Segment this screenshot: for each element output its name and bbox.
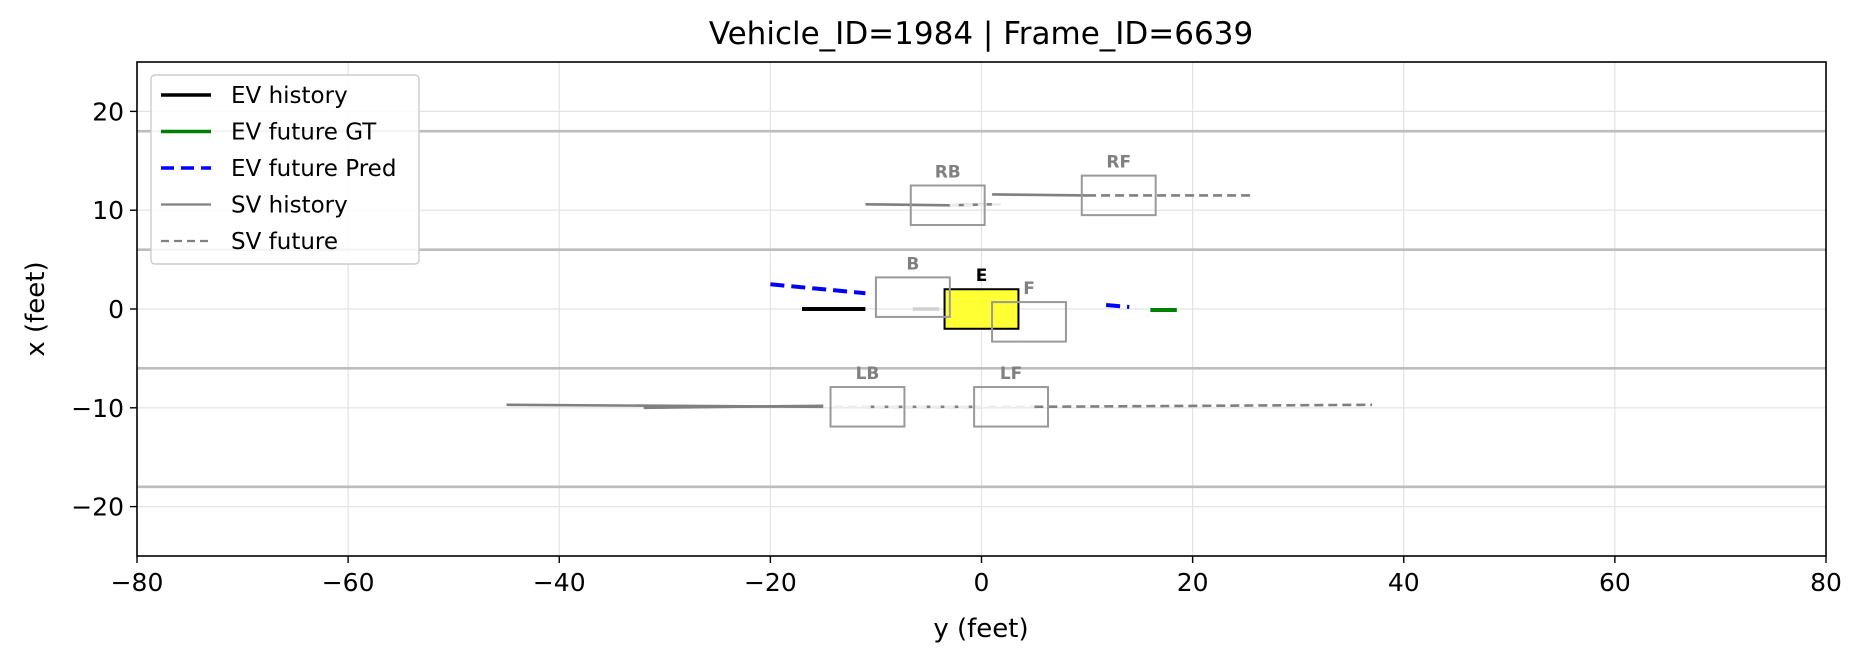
vehicle-box bbox=[874, 276, 951, 318]
vehicle-label: RF bbox=[1106, 153, 1131, 173]
series-layer bbox=[506, 193, 1373, 410]
x-tick-label: 60 bbox=[1599, 568, 1631, 597]
y-tick-label: 0 bbox=[108, 295, 124, 324]
x-tick-label: 0 bbox=[974, 568, 990, 597]
x-tick-label: −20 bbox=[744, 568, 797, 597]
vehicle-box bbox=[909, 184, 986, 227]
x-tick-label: −40 bbox=[533, 568, 586, 597]
series-line bbox=[1034, 403, 1373, 409]
vehicle-box bbox=[1080, 174, 1157, 217]
legend: EV history EV future GT EV future Pred SV h… bbox=[150, 74, 420, 265]
vehicle-label: E bbox=[976, 266, 988, 286]
legend-box bbox=[150, 74, 420, 265]
vehicle-box bbox=[829, 386, 906, 428]
x-tick-label: −80 bbox=[111, 568, 164, 597]
series-line bbox=[865, 203, 993, 207]
vehicles-layer: E RB RF B F LB LF bbox=[829, 153, 1157, 428]
series-line bbox=[770, 282, 866, 296]
series-line bbox=[1105, 303, 1130, 309]
x-tick-label: 40 bbox=[1388, 568, 1420, 597]
x-tick-label: −60 bbox=[322, 568, 375, 597]
chart-title: Vehicle_ID=1984 | Frame_ID=6639 bbox=[709, 16, 1253, 52]
ego-vehicle-box bbox=[943, 288, 1020, 330]
vehicle-label: LF bbox=[1000, 364, 1022, 384]
y-axis-label: x (feet) bbox=[21, 261, 51, 356]
y-tick-label: −20 bbox=[71, 493, 124, 522]
vehicle-label: B bbox=[906, 254, 919, 274]
legend-label: EV future GT bbox=[231, 120, 377, 146]
legend-label: EV history bbox=[231, 83, 348, 109]
y-tick-label: 20 bbox=[92, 97, 124, 126]
x-tick-label: 20 bbox=[1177, 568, 1209, 597]
x-axis-label: y (feet) bbox=[933, 614, 1028, 644]
x-tick-label: 80 bbox=[1810, 568, 1842, 597]
vehicle-box bbox=[973, 386, 1050, 428]
vehicle-label: F bbox=[1023, 279, 1035, 299]
vehicle-label: LB bbox=[856, 364, 880, 384]
legend-label: SV history bbox=[231, 193, 348, 219]
y-tick-label: 10 bbox=[92, 196, 124, 225]
y-tick-label: −10 bbox=[71, 394, 124, 423]
vehicle-label: RB bbox=[935, 163, 961, 183]
series-line bbox=[643, 404, 824, 410]
series-line bbox=[992, 193, 1088, 197]
legend-label: SV future bbox=[231, 229, 338, 255]
tick-layer: −80 −60 −40 −20 0 20 40 60 80 −20 −10 0 10 20 bbox=[71, 97, 1842, 597]
series-line bbox=[949, 203, 1003, 207]
legend-label: EV future Pred bbox=[231, 156, 396, 182]
vehicle-box bbox=[991, 301, 1067, 343]
